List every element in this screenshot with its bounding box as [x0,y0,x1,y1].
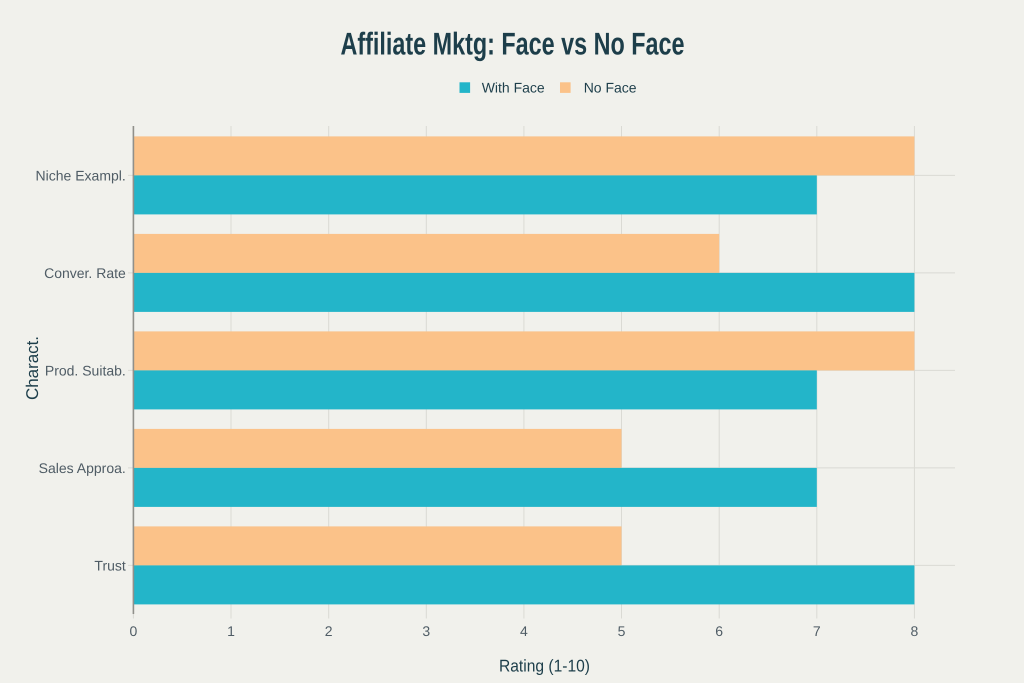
svg-text:4: 4 [520,623,528,639]
svg-text:Affiliate Mktg: Face vs No Fac: Affiliate Mktg: Face vs No Face [341,25,685,61]
svg-text:5: 5 [618,623,626,639]
svg-text:7: 7 [813,623,821,639]
svg-text:Trust: Trust [94,557,125,573]
svg-text:Conver. Rate: Conver. Rate [44,265,126,281]
svg-text:Charact.: Charact. [23,336,42,400]
svg-text:2: 2 [325,623,333,639]
svg-text:8: 8 [911,623,919,639]
svg-text:With Face: With Face [482,80,545,96]
svg-text:0: 0 [130,623,138,639]
svg-text:Sales Approa.: Sales Approa. [39,460,126,476]
svg-text:Rating (1-10): Rating (1-10) [499,657,590,676]
svg-text:No Face: No Face [584,80,637,96]
svg-text:1: 1 [227,623,235,639]
svg-text:3: 3 [422,623,430,639]
svg-text:Prod. Suitab.: Prod. Suitab. [45,362,126,378]
svg-text:Niche Exampl.: Niche Exampl. [36,167,126,183]
svg-text:6: 6 [715,623,723,639]
